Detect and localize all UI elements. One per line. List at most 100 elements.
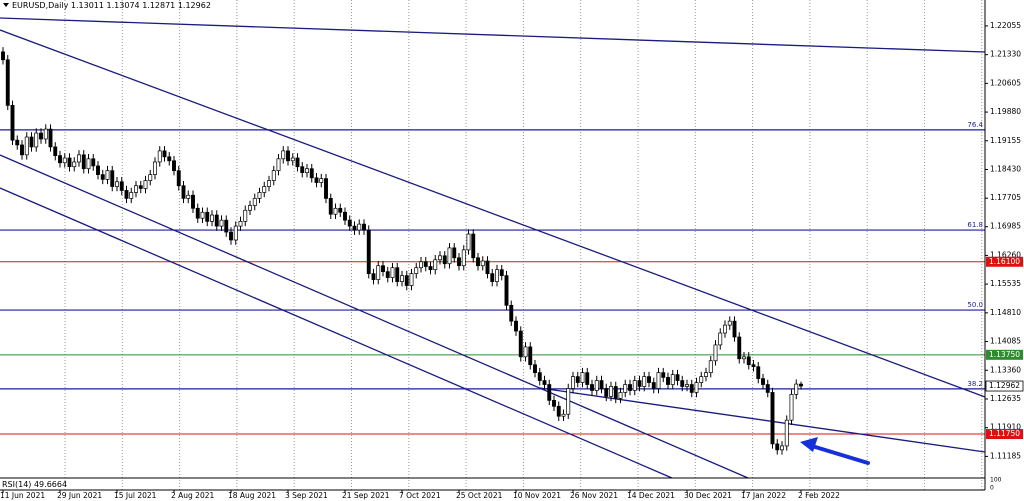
candle-body (86, 158, 91, 170)
candle-body (718, 332, 723, 346)
candle-body (153, 161, 157, 175)
candle-body (799, 383, 803, 387)
candle-body (461, 249, 466, 267)
candle-body (1, 51, 5, 61)
candle-body (552, 400, 556, 407)
x-tick-label: 3 Sep 2021 (285, 491, 328, 500)
candle-body (48, 128, 53, 148)
y-tick-label: 1.11185 (990, 451, 1021, 460)
candle-body (770, 392, 775, 445)
candle-body (613, 386, 618, 399)
candle-body (571, 376, 575, 389)
y-tick-label: 1.14810 (990, 308, 1021, 317)
candle-body (775, 443, 780, 451)
level-price-box (986, 256, 1023, 267)
x-tick-label: 29 Jun 2021 (57, 491, 102, 500)
candle-body (575, 376, 580, 383)
candle-body (556, 405, 561, 417)
arrow-head (800, 437, 818, 452)
menu-triangle (3, 3, 9, 7)
candle-body (590, 384, 594, 391)
axis-labels: 1.22055 1.21330 1.20605 1.19880 1.19155 1.184… (0, 21, 1024, 500)
y-tick-label: 1.22055 (990, 21, 1021, 30)
candle-body (252, 198, 257, 206)
indicator-tick-label: 0 (990, 485, 994, 492)
candle-body (15, 139, 20, 146)
candle-body (100, 174, 105, 180)
current-price-label: 1.12962 (989, 381, 1020, 390)
candle-body (642, 376, 647, 387)
x-tick-label: 2 Aug 2021 (171, 491, 214, 500)
candle-body (628, 384, 632, 391)
candle-body (708, 360, 713, 373)
candle-body (376, 265, 381, 280)
candle-body (746, 356, 751, 366)
candle-body (395, 267, 400, 282)
candle-body (514, 320, 518, 332)
candle-body (737, 336, 742, 360)
candle-body (305, 168, 309, 174)
indicator-header: RSI(14) 49.6664 (2, 480, 67, 489)
candle-body (704, 372, 708, 377)
y-tick-label: 1.12635 (990, 394, 1021, 403)
candle-body (343, 211, 347, 221)
candle-body (200, 211, 205, 219)
candle-body (134, 185, 138, 193)
x-tick-label: 18 Aug 2021 (228, 491, 276, 500)
candle-body (157, 150, 162, 163)
level-price-label: 1.16100 (989, 257, 1020, 266)
close-value: 1.12962 (178, 1, 211, 10)
x-tick-label: 25 Oct 2021 (456, 491, 503, 500)
candle-body (300, 166, 305, 174)
candle-body (276, 158, 281, 172)
y-tick-label: 1.19155 (990, 136, 1021, 145)
candle-body (91, 158, 96, 167)
candle-body (637, 380, 642, 387)
trendline (0, 187, 673, 479)
candle-body (542, 380, 547, 385)
trendline (0, 154, 749, 479)
candle-body (271, 170, 276, 181)
candle-body (756, 366, 761, 379)
candle-body (537, 372, 542, 381)
candle-body (423, 261, 428, 267)
indicator-value: 49.6664 (34, 480, 67, 489)
candle-body (485, 260, 490, 274)
vertical-grid (64, 0, 983, 490)
candle-body (124, 190, 129, 199)
y-tick-label: 1.15535 (990, 279, 1021, 288)
candle-body (224, 219, 229, 233)
trendlines (0, 17, 986, 479)
candle-body (547, 384, 552, 401)
candle-body (580, 372, 585, 383)
candle-body (233, 225, 238, 241)
candle-body (419, 261, 423, 269)
candle-body (533, 364, 537, 373)
candle-body (727, 320, 732, 326)
candle-body (371, 273, 376, 280)
open-value: 1.13011 (71, 1, 104, 10)
candle-body (181, 185, 186, 199)
candle-body (476, 257, 480, 267)
candle-body (96, 165, 100, 175)
low-value: 1.12871 (142, 1, 175, 10)
candle-body (39, 132, 43, 140)
candle-body (609, 386, 613, 397)
candle-body (148, 174, 153, 181)
candle-body (110, 170, 115, 187)
candle-body (466, 233, 471, 251)
candle-body (647, 376, 651, 383)
candle-body (186, 194, 191, 199)
y-tick-label: 1.16985 (990, 222, 1021, 231)
candle-body (191, 194, 195, 209)
candle-body (685, 384, 689, 387)
candle-body (509, 304, 514, 322)
x-tick-label: 10 Nov 2021 (513, 491, 561, 500)
candle-body (390, 267, 395, 278)
candle-body (347, 219, 352, 227)
candle-body (72, 161, 77, 168)
candle-body (205, 211, 210, 222)
x-tick-label: 30 Dec 2021 (684, 491, 732, 500)
